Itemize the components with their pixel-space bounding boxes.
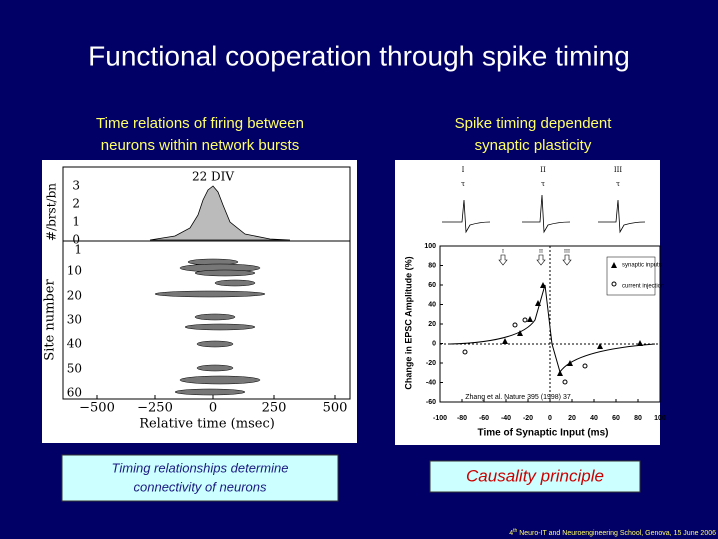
y-tick-label: 20 <box>428 321 436 328</box>
trace-label: I <box>462 166 465 174</box>
right-figure: synaptic inputs current injection Change… <box>395 160 666 445</box>
y-tick-label: 1 <box>74 243 82 257</box>
footer-sup: th <box>513 528 517 534</box>
footer-number: 4 <box>509 530 513 537</box>
caption: Spike timing dependent <box>455 115 613 132</box>
y-tick-label: 0 <box>72 233 80 247</box>
y-tick-label: 60 <box>67 386 82 400</box>
y-tick-label: 50 <box>67 362 82 376</box>
note-box <box>61 454 339 502</box>
arrow <box>536 254 546 266</box>
y-tick-label: 100 <box>424 243 436 250</box>
arrow <box>498 254 508 266</box>
y-tick-label: -40 <box>426 379 436 386</box>
caption: neurons within network bursts <box>101 137 299 154</box>
figure-background <box>395 160 660 445</box>
legend <box>606 256 656 296</box>
x-tick-label: 20 <box>568 415 576 422</box>
axis-label: #/brst/bn <box>45 183 59 241</box>
y-tick-label: 1 <box>72 215 80 229</box>
y-tick-label: 30 <box>67 313 82 327</box>
tau-label: τ <box>541 180 545 188</box>
legend-marker <box>611 262 617 268</box>
note-box <box>429 460 641 493</box>
x-tick-label: −500 <box>79 401 115 416</box>
y-tick-label: 40 <box>428 301 436 308</box>
axis-label: Change in EPSC Amplitude (%) <box>403 256 413 389</box>
x-tick-label: -80 <box>457 415 467 422</box>
y-tick-label: 3 <box>72 179 80 193</box>
x-tick-label: 0 <box>548 415 552 422</box>
trace-label: III <box>614 166 623 174</box>
points <box>502 282 643 376</box>
x-tick-label: -60 <box>479 415 489 422</box>
arrow <box>562 254 572 266</box>
arrow-label: II <box>539 249 543 255</box>
traces <box>442 194 646 234</box>
note: Causality principle <box>466 466 604 485</box>
x-tick-label: -20 <box>523 415 533 422</box>
y-tick-label: 80 <box>428 262 436 269</box>
x-tick-label: 80 <box>634 415 642 422</box>
tau-label: τ <box>616 180 620 188</box>
x-tick-label: -100 <box>433 415 447 422</box>
legend-label: current injection <box>622 284 664 290</box>
left-figure: 22 DIV #/brst/bn Site number Relative ti… <box>42 160 357 443</box>
y-tick-label: -60 <box>426 399 436 406</box>
y-tick-label: 40 <box>67 337 82 351</box>
x-tick-label: 60 <box>612 415 620 422</box>
axis-label: Site number <box>43 279 58 361</box>
axis-label: Relative time (msec) <box>139 417 275 432</box>
tau-label: τ <box>461 180 465 188</box>
frame <box>62 166 351 400</box>
y-tick-label: 60 <box>428 282 436 289</box>
note: Timing relationships determine <box>112 460 289 475</box>
trace-label: II <box>540 166 546 174</box>
note: connectivity of neurons <box>134 479 267 494</box>
x-tick-label: 40 <box>590 415 598 422</box>
histogram <box>149 185 291 241</box>
caption: Time relations of firing between <box>96 115 304 132</box>
figure-title: 22 DIV <box>192 170 234 184</box>
footer: 4th Neuro-IT and Neuroengineering School… <box>509 528 716 537</box>
spindles <box>154 258 266 396</box>
x-tick-label: 500 <box>323 401 348 416</box>
fit-curve <box>449 284 656 374</box>
y-tick-label: 20 <box>67 289 82 303</box>
x-tick-label: −250 <box>137 401 173 416</box>
x-tick-label: 0 <box>209 401 217 416</box>
y-tick-label: 2 <box>72 197 80 211</box>
x-tick-label: -40 <box>501 415 511 422</box>
arrow-label: III <box>564 249 570 255</box>
axis-label: Time of Synaptic Input (ms) <box>478 428 609 439</box>
citation: Zhang et al. Nature 395 (1998) 37 <box>465 394 571 401</box>
legend-marker <box>611 281 617 287</box>
caption: synaptic plasticity <box>475 137 592 154</box>
y-tick-label: -20 <box>426 360 436 367</box>
x-tick-label: 250 <box>262 401 287 416</box>
arrow-label: I <box>502 249 504 255</box>
points <box>462 317 588 385</box>
slide-title: Functional cooperation through spike tim… <box>88 40 630 71</box>
x-tick-label: 100 <box>654 415 666 422</box>
figure-background <box>42 160 357 443</box>
footer-text: Neuro-IT and Neuroengineering School, Ge… <box>517 530 716 537</box>
legend-label: synaptic inputs <box>622 263 662 269</box>
y-tick-label: 0 <box>432 340 436 347</box>
y-tick-label: 10 <box>67 264 82 278</box>
